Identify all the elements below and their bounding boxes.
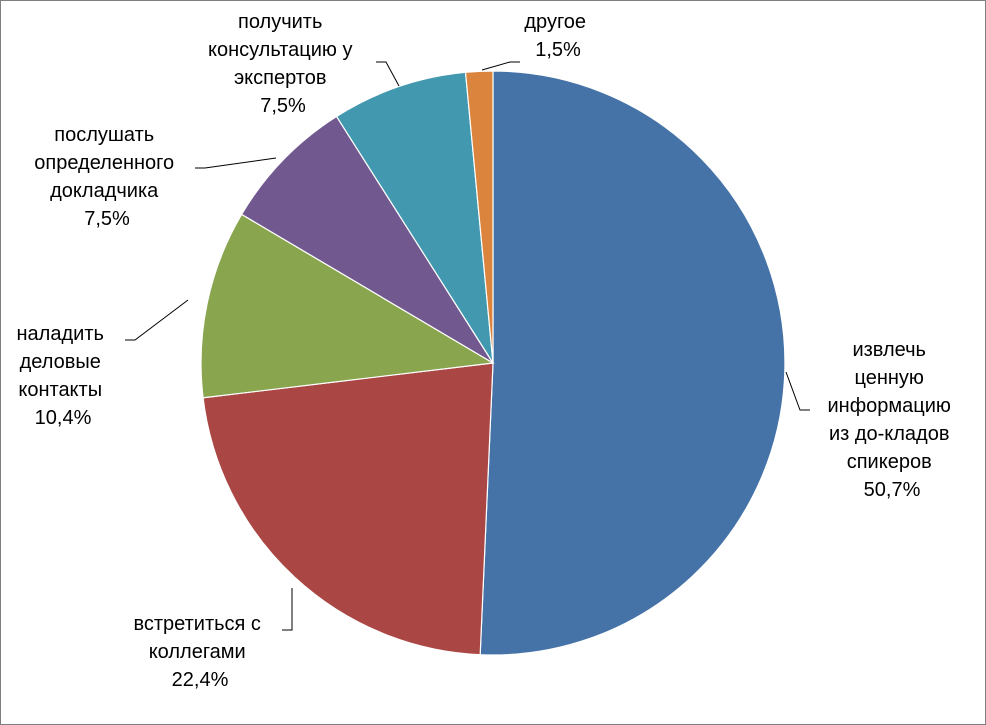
slice-4-value: 7,5%	[260, 95, 306, 117]
slice-4-line-1: консультацию у	[208, 39, 352, 61]
slice-5-value: 1,5%	[535, 39, 581, 61]
pie-slice-5	[464, 70, 494, 364]
leader-line-3	[195, 157, 277, 169]
pie-slice-4	[335, 71, 494, 364]
slice-0-line-3: из до-кладов	[829, 423, 950, 445]
slice-label-poluchit: получить консультацию у экспертов 7,5%	[208, 11, 358, 117]
slice-1-line-1: коллегами	[149, 641, 246, 663]
slice-label-naladit: наладить деловые контакты 10,4%	[17, 323, 110, 429]
pie-slice-2	[200, 213, 495, 399]
pie-slice-0	[479, 70, 786, 656]
slice-2-line-0: наладить	[17, 323, 104, 345]
slice-0-line-0: извлечь	[852, 339, 925, 361]
slice-3-line-0: послушать	[54, 124, 154, 146]
pie-slice-1	[202, 362, 494, 656]
leader-line-4	[376, 61, 400, 87]
slice-1-line-0: встретиться с	[133, 613, 260, 635]
slice-2-line-2: контакты	[18, 379, 102, 401]
slice-4-line-0: получить	[238, 11, 322, 33]
slice-0-line-1: ценную	[854, 367, 923, 389]
pie-slices	[200, 70, 786, 656]
slice-0-line-2: информацию	[828, 395, 951, 417]
leader-lines	[125, 61, 810, 631]
slice-0-value: 50,7%	[864, 479, 921, 501]
slice-label-drugoe: другое 1,5%	[524, 11, 591, 61]
slice-3-line-1: определенного	[34, 152, 174, 174]
slice-label-vstretitsya: встретиться с коллегами 22,4%	[133, 613, 266, 691]
slice-2-line-1: деловые	[20, 351, 101, 373]
leader-line-0	[785, 371, 810, 411]
leader-line-5	[481, 61, 520, 71]
slice-label-poslushat: послушать определенного докладчика 7,5%	[34, 124, 179, 230]
slice-4-line-2: экспертов	[234, 67, 327, 89]
slice-2-value: 10,4%	[35, 407, 92, 429]
slice-0-line-4: спикеров	[847, 451, 932, 473]
leader-line-1	[282, 588, 293, 631]
slice-label-izvlech: извлечь ценную информацию из до-кладов с…	[828, 339, 957, 501]
pie-slice-3	[240, 115, 494, 364]
leader-line-2	[125, 299, 189, 341]
slice-3-value: 7,5%	[84, 208, 130, 230]
slice-1-value: 22,4%	[172, 669, 229, 691]
slice-3-line-2: докладчика	[50, 180, 159, 202]
slice-5-line-0: другое	[524, 11, 586, 33]
